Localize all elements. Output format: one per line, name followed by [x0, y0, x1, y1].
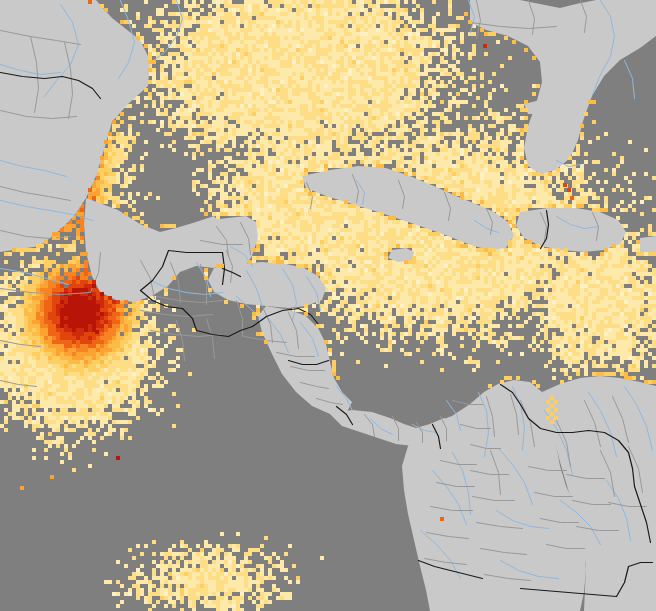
- data-raster-layer: [0, 0, 656, 611]
- satellite-map[interactable]: Satellite Aerosol Optical Depth Composit…: [0, 0, 656, 611]
